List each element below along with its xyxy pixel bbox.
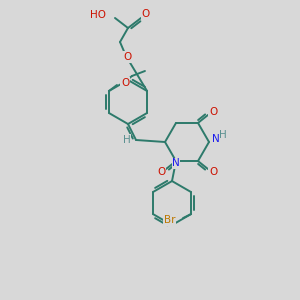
Text: H: H [219,130,227,140]
Text: Br: Br [164,215,175,225]
Text: O: O [157,167,165,177]
Text: N: N [172,158,180,168]
Text: O: O [209,107,217,117]
Text: N: N [212,134,220,144]
Text: O: O [142,9,150,19]
Text: H: H [123,135,131,145]
Text: O: O [121,78,129,88]
Text: O: O [209,167,217,177]
Text: O: O [123,52,131,62]
Text: HO: HO [90,10,106,20]
